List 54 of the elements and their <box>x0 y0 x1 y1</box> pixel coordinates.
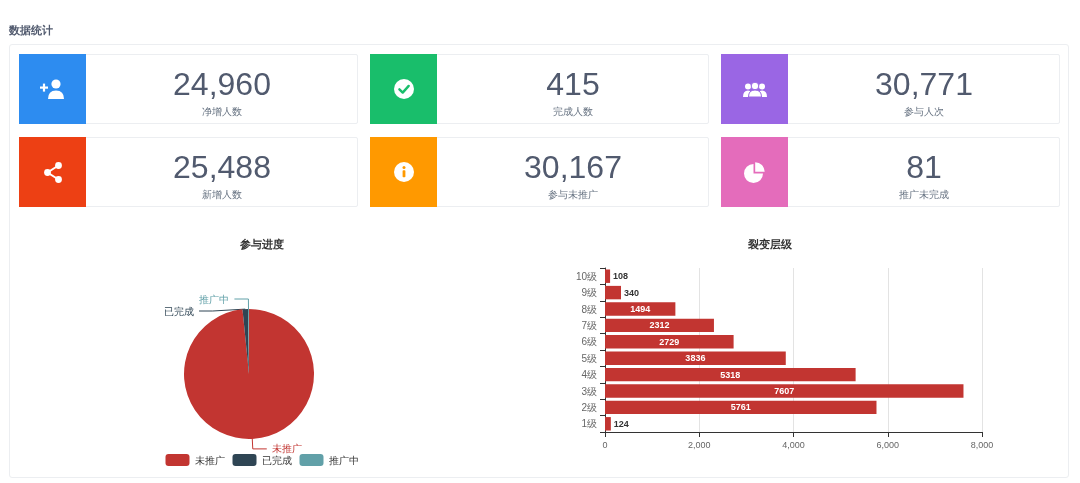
bar <box>605 417 611 431</box>
x-tick-label: 4,000 <box>782 439 805 450</box>
chart-title: 裂变层级 <box>747 237 793 250</box>
category-label: 完成人数 <box>552 106 594 118</box>
bar <box>605 335 734 349</box>
x-tick-label: 0 <box>602 439 608 450</box>
category-label: 推广未完成 <box>898 189 950 201</box>
bar <box>605 384 964 398</box>
data-label: 25,488 <box>172 149 272 185</box>
data-label: 2312 <box>649 320 670 331</box>
data-label: 30,771 <box>874 66 974 102</box>
slice-label: 未推广 <box>271 443 302 455</box>
y-tick-label: 8级 <box>581 303 597 315</box>
data-label: 415 <box>545 66 601 102</box>
category-label: 净增人数 <box>201 106 243 118</box>
category-label: 参与未推广 <box>547 189 599 201</box>
x-tick-label: 2,000 <box>687 439 711 450</box>
chart-title: 参与进度 <box>239 237 284 250</box>
bar <box>605 367 856 382</box>
bar <box>605 285 622 300</box>
data-label: 5318 <box>720 369 741 380</box>
y-tick-label: 6级 <box>581 336 597 348</box>
legend-label: 已完成 <box>261 454 292 466</box>
data-label: 81 <box>905 149 943 185</box>
y-tick-label: 2级 <box>581 401 597 413</box>
x-tick-label: 8,000 <box>970 439 994 450</box>
bar <box>605 400 877 415</box>
y-tick-label: 10级 <box>575 270 597 282</box>
bar <box>605 269 611 283</box>
category-label: 参与人次 <box>903 106 945 118</box>
y-tick-label: 3级 <box>581 385 597 397</box>
y-tick-label: 7级 <box>581 319 597 331</box>
text: 数据统计 <box>9 23 53 37</box>
data-label: 7607 <box>774 386 795 396</box>
data-label: 108 <box>613 271 629 282</box>
data-label: 340 <box>624 287 640 298</box>
y-tick-label: 5级 <box>581 352 597 364</box>
slice-label: 推广中 <box>199 293 230 305</box>
bar <box>605 351 786 365</box>
y-tick-label: 9级 <box>581 287 597 299</box>
y-tick-label: 1级 <box>581 418 597 430</box>
legend-label: 推广中 <box>328 454 359 466</box>
legend-label: 未推广 <box>194 454 225 466</box>
data-label: 5761 <box>730 402 751 413</box>
category-label: 新增人数 <box>201 189 243 201</box>
data-label: 1494 <box>630 304 651 314</box>
data-label: 124 <box>613 418 629 429</box>
data-label: 24,960 <box>172 66 272 102</box>
data-label: 30,167 <box>523 149 623 185</box>
data-label: 3836 <box>685 353 706 364</box>
y-tick-label: 4级 <box>581 369 597 381</box>
slice-label: 已完成 <box>164 305 195 317</box>
data-label: 2729 <box>659 336 680 347</box>
x-tick-label: 6,000 <box>876 439 900 450</box>
